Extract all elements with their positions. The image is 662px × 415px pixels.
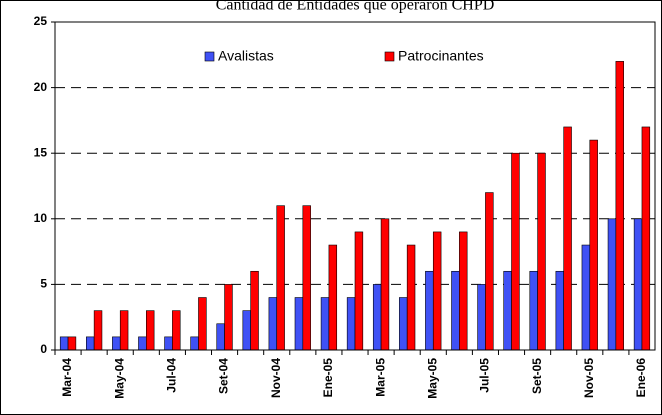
bar (320, 297, 330, 351)
bar (503, 270, 512, 351)
bar (563, 126, 572, 351)
bar (451, 270, 460, 351)
x-tick-label: Jul-05 (478, 358, 492, 393)
bar (112, 336, 121, 351)
x-tick-label: Mar-05 (373, 358, 387, 397)
x-tick-label: May-05 (425, 358, 439, 399)
y-tick-label: 5 (40, 277, 47, 291)
bar (164, 336, 173, 351)
y-tick-label: 25 (34, 14, 48, 28)
bar (354, 231, 364, 351)
bar (119, 310, 129, 351)
bar (511, 152, 520, 351)
y-tick-label: 15 (34, 145, 48, 159)
bar (555, 270, 564, 351)
bar (432, 231, 442, 351)
bar (459, 231, 468, 351)
x-tick-label: Mar-04 (60, 358, 74, 397)
bar (346, 297, 356, 351)
legend-swatch (204, 51, 215, 62)
bar (146, 310, 155, 351)
bar (250, 270, 259, 351)
bar (86, 336, 95, 351)
bar (589, 139, 598, 351)
x-tick-label: Jul-04 (165, 358, 179, 393)
bar (190, 336, 199, 351)
bar (607, 218, 617, 351)
bar (138, 336, 147, 351)
x-tick-label: Set-05 (530, 358, 544, 394)
bar (242, 310, 251, 351)
bar (615, 61, 624, 351)
bar (224, 284, 233, 351)
bar (302, 205, 311, 351)
legend-swatch (384, 51, 395, 62)
bar (537, 152, 546, 351)
y-tick-label: 10 (34, 211, 48, 225)
bar (198, 297, 207, 351)
x-tick-label: Nov-05 (582, 358, 596, 398)
x-tick-label: Ene-06 (634, 358, 648, 398)
bar (268, 297, 278, 351)
y-tick-label: 0 (40, 342, 47, 356)
bar (59, 336, 69, 351)
bar (328, 244, 338, 351)
bar (477, 284, 486, 351)
legend-label: Avalistas (218, 48, 274, 64)
x-tick-label: Nov-04 (269, 358, 283, 398)
bar (172, 310, 181, 351)
bar (372, 284, 382, 351)
bar (67, 336, 77, 351)
bar (641, 126, 651, 351)
chart-title: Cantidad de Entidades que operaron CHPD (216, 0, 495, 14)
bar (294, 297, 304, 351)
x-tick-label: May-04 (112, 358, 126, 399)
bar (633, 218, 643, 351)
bar (276, 205, 285, 351)
bar (380, 218, 390, 351)
bar (406, 244, 416, 351)
bar (399, 297, 408, 351)
bar (529, 270, 538, 351)
bar (485, 192, 494, 351)
plot-frame (54, 21, 656, 351)
legend-label: Patrocinantes (398, 48, 484, 64)
bar (93, 310, 103, 351)
bar (216, 323, 225, 351)
x-tick-label: Set-04 (217, 358, 231, 394)
bar (425, 270, 434, 351)
bar (581, 244, 591, 351)
y-tick-label: 20 (34, 80, 48, 94)
x-tick-label: Ene-05 (321, 358, 335, 398)
